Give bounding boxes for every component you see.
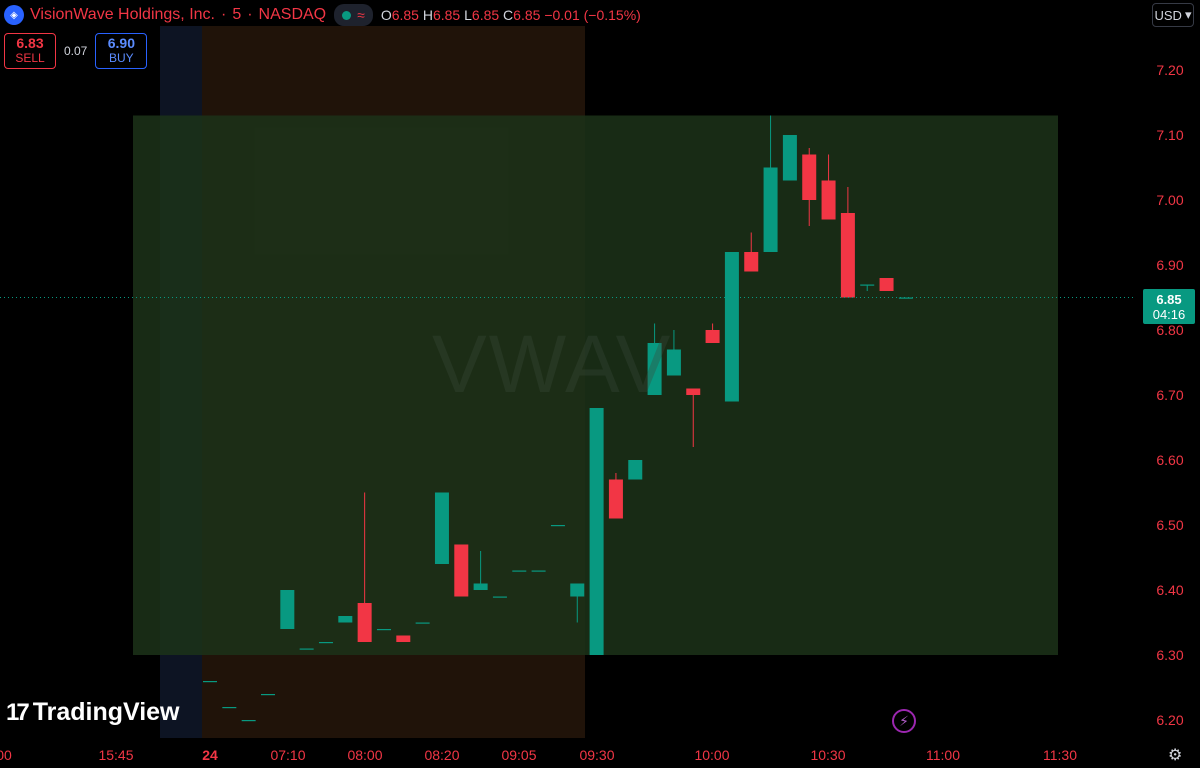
logo-icon: ◈ <box>4 5 24 25</box>
symbol-header: ◈ VisionWave Holdings, Inc. · 5 · NASDAQ… <box>0 0 641 30</box>
candle-body <box>260 694 275 696</box>
status-dot-icon <box>342 10 352 20</box>
candle-body <box>840 213 855 298</box>
chevron-down-icon: ▾ <box>1184 7 1192 22</box>
buy-label: BUY <box>109 51 134 65</box>
y-tick-label: 6.70 <box>1156 387 1183 403</box>
candle-body <box>318 642 333 644</box>
candle-body <box>415 622 430 624</box>
sell-price: 6.83 <box>16 35 44 51</box>
candle-body <box>531 570 546 572</box>
bar-countdown: 04:16 <box>1152 306 1186 322</box>
symbol-name[interactable]: VisionWave Holdings, Inc. <box>30 6 215 23</box>
candle-body <box>454 544 469 597</box>
candle-body <box>357 603 372 642</box>
y-tick-label: 6.60 <box>1156 452 1183 468</box>
y-tick-label: 7.00 <box>1156 192 1183 208</box>
candle-body <box>434 492 449 564</box>
y-tick-label: 6.20 <box>1156 712 1183 728</box>
spread-value: 0.07 <box>64 44 88 58</box>
candle-body <box>628 460 643 480</box>
y-tick-label: 6.50 <box>1156 517 1183 533</box>
ohlc-change: −0.01 (−0.15%) <box>544 7 641 23</box>
x-tick-label: 09:30 <box>579 747 614 763</box>
x-tick-label: 09:05 <box>501 747 536 763</box>
y-tick-label: 6.40 <box>1156 582 1183 598</box>
buy-button[interactable]: 6.90 BUY <box>95 33 148 69</box>
y-tick-label: 7.10 <box>1156 127 1183 143</box>
candle-body <box>299 648 314 650</box>
interval[interactable]: 5 <box>232 6 242 23</box>
gear-icon[interactable]: ⚙ <box>1168 747 1183 764</box>
buy-price: 6.90 <box>107 35 135 51</box>
x-tick-label: 08:00 <box>347 747 382 763</box>
market-status-pill[interactable]: ≈ <box>334 4 373 26</box>
x-tick-label: 11:30 <box>1043 747 1077 763</box>
candle-body <box>570 583 585 597</box>
candle-body <box>802 154 817 200</box>
candle-body <box>241 720 256 722</box>
candle-body <box>222 707 237 709</box>
brand-name: TradingView <box>32 698 180 726</box>
candle-body <box>608 479 623 519</box>
candle-body <box>666 349 681 376</box>
trade-panel: 6.83 SELL 0.07 6.90 BUY <box>4 33 148 69</box>
ohlc-open: 6.85 <box>391 7 419 23</box>
tv-logo-icon: 17 <box>6 698 30 726</box>
candle-body <box>705 330 720 343</box>
x-tick-label: 10:00 <box>694 747 729 763</box>
last-price: 6.85 <box>1156 291 1182 307</box>
candle-body <box>550 525 565 527</box>
exchange: NASDAQ <box>258 6 327 23</box>
candle-body <box>724 252 739 402</box>
ohlc-close: 6.85 <box>513 7 541 23</box>
y-tick-label: 6.90 <box>1156 257 1183 273</box>
candle-body <box>492 596 507 598</box>
last-price-tag: 6.85 04:16 <box>1143 289 1195 324</box>
x-tick-label: 00 <box>0 747 12 763</box>
x-tick-label: 07:10 <box>270 747 305 763</box>
x-tick-label: 11:00 <box>926 747 960 763</box>
wave-icon: ≈ <box>357 7 365 23</box>
currency-selector[interactable]: USD ▾ <box>1152 3 1194 27</box>
header-separator: · <box>220 6 227 23</box>
candle-body <box>396 635 411 642</box>
bolt-icon[interactable]: ⚡ <box>892 709 916 733</box>
x-tick-label: 24 <box>202 747 218 763</box>
candle-body <box>203 681 217 683</box>
candle-body <box>860 284 875 286</box>
sell-button[interactable]: 6.83 SELL <box>4 33 56 69</box>
currency-label: USD <box>1154 7 1182 23</box>
candle-body <box>763 167 778 252</box>
candle-body <box>589 408 604 655</box>
candle-body <box>512 570 527 572</box>
candle-body <box>821 180 836 220</box>
candle-body <box>280 590 295 629</box>
candle-body <box>879 278 894 291</box>
ohlc-low: 6.85 <box>471 7 500 23</box>
y-tick-label: 6.30 <box>1156 647 1183 663</box>
candle-body <box>376 629 391 631</box>
ohlc-high: 6.85 <box>432 7 461 23</box>
tradingview-logo[interactable]: 17 TradingView <box>6 698 180 727</box>
sell-label: SELL <box>15 51 45 65</box>
y-tick-label: 7.20 <box>1156 62 1183 78</box>
symbol-watermark: VWAV <box>432 319 673 410</box>
candle-body <box>898 297 913 299</box>
header-separator-2: · <box>247 6 253 23</box>
candle-body <box>686 388 701 395</box>
x-tick-label: 08:20 <box>424 747 459 763</box>
y-tick-label: 6.80 <box>1156 322 1183 338</box>
x-tick-label: 15:45 <box>98 747 133 763</box>
x-tick-label: 10:30 <box>810 747 845 763</box>
candle-body <box>647 343 662 395</box>
candle-body <box>338 616 353 623</box>
ohlc-readout: O6.85 H6.85 L6.85 C6.85 −0.01 (−0.15%) <box>380 7 641 23</box>
candle-body <box>782 135 797 181</box>
candle-body <box>744 252 759 272</box>
candle-body <box>473 583 488 590</box>
